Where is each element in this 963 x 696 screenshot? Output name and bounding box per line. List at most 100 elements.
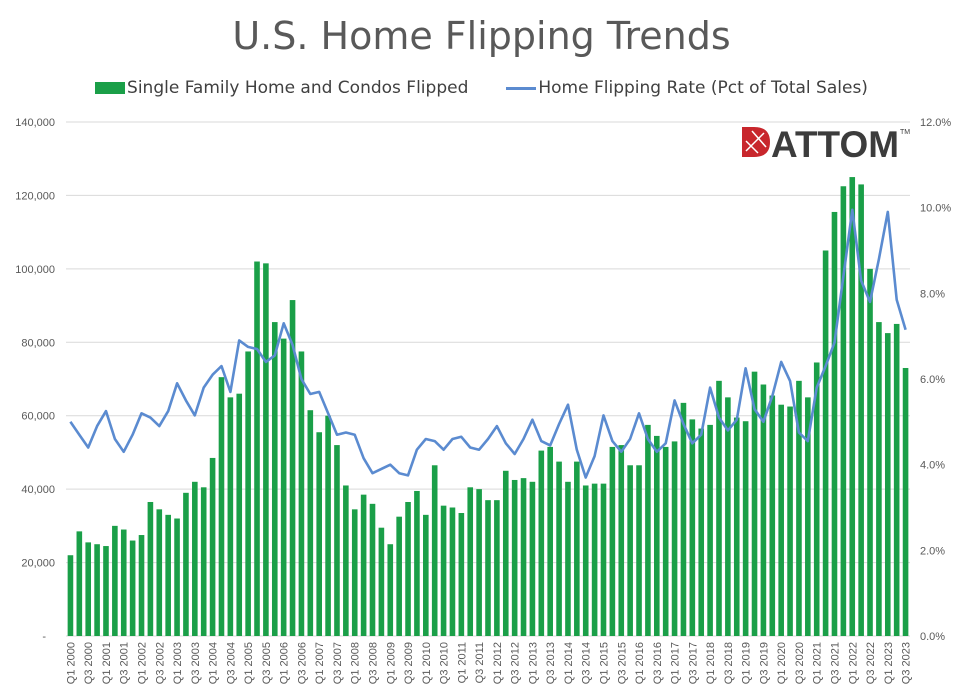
bar-flipped-count [458, 513, 465, 636]
x-tick-label: Q3 2022 [865, 642, 877, 684]
bar-flipped-count [591, 483, 598, 636]
bar-flipped-count [254, 261, 260, 636]
bar-flipped-count [796, 380, 802, 636]
bar-flipped-count [174, 518, 180, 636]
bar-flipped-count [280, 338, 287, 636]
x-tick-label: Q3 2007 [332, 642, 344, 684]
bar-flipped-count [316, 432, 322, 636]
x-tick-label: Q1 2021 [812, 642, 824, 684]
legend: Single Family Home and Condos Flipped Ho… [0, 78, 963, 98]
bar-flipped-count [680, 402, 687, 636]
bar-flipped-count [369, 503, 376, 636]
bar-flipped-count [742, 421, 749, 636]
bar-flipped-count [609, 446, 616, 636]
bar-flipped-count [547, 446, 553, 636]
bar-flipped-count [618, 445, 625, 636]
x-tick-label: Q3 2018 [723, 642, 735, 684]
x-tick-label: Q3 2023 [901, 642, 913, 684]
bar-flipped-count [440, 505, 447, 636]
legend-item-bars: Single Family Home and Condos Flipped [95, 78, 468, 98]
x-tick-label: Q1 2002 [137, 642, 149, 684]
bar-flipped-count [165, 514, 171, 636]
x-tick-label: Q3 2008 [368, 642, 380, 684]
attom-logo: ATTOM TM [742, 124, 910, 165]
x-tick-label: Q1 2003 [172, 642, 184, 684]
bar-flipped-count [289, 300, 296, 636]
bar-flipped-count [209, 457, 216, 636]
chart-title: U.S. Home Flipping Trends [232, 14, 731, 58]
bar-flipped-count [298, 351, 305, 636]
legend-item-line: Home Flipping Rate (Pct of Total Sales) [506, 78, 868, 98]
bar-flipped-count [636, 465, 642, 636]
bar-flipped-count [840, 186, 847, 636]
bar-flipped-count [85, 542, 92, 636]
x-tick-label: Q1 2017 [670, 642, 682, 684]
bar-flipped-count [271, 322, 278, 636]
bar-flipped-count [565, 481, 571, 636]
bar-flipped-count [822, 250, 829, 636]
x-tick-label: Q1 2004 [208, 642, 220, 684]
bar-flipped-count [192, 481, 198, 636]
bar-flipped-count [325, 415, 331, 636]
x-tick-label: Q1 2023 [883, 642, 895, 684]
svg-text:TM: TM [900, 129, 910, 136]
x-tick-label: Q3 2000 [83, 642, 95, 684]
bar-flipped-count [778, 404, 784, 636]
bar-flipped-count [849, 177, 856, 637]
bar-flipped-count [556, 461, 562, 636]
x-tick-label: Q1 2001 [101, 642, 113, 684]
bar-flipped-count [387, 544, 394, 636]
legend-label-bars: Single Family Home and Condos Flipped [127, 78, 469, 98]
bar-flipped-count [76, 531, 83, 636]
x-tick-label: Q3 2009 [403, 642, 415, 684]
bar-flipped-count [867, 268, 873, 636]
bar-flipped-count [858, 184, 864, 636]
y-right-tick-label: 6.0% [920, 374, 945, 386]
x-tick-label: Q1 2006 [279, 642, 291, 684]
logo-text: ATTOM [771, 124, 899, 165]
x-tick-label: Q1 2008 [350, 642, 362, 684]
y-left-tick-label: 120,000 [15, 190, 55, 202]
x-tick-label: Q3 2016 [652, 642, 664, 684]
bar-flipped-count [129, 540, 136, 636]
x-tick-label: Q3 2004 [225, 642, 237, 684]
bar-flipped-count [200, 487, 207, 636]
bar-flipped-count [405, 501, 411, 636]
x-tick-label: Q1 2020 [776, 642, 788, 684]
x-tick-label: Q1 2011 [456, 642, 468, 683]
bar-flipped-count [654, 435, 660, 636]
y-left-tick-label: 100,000 [15, 264, 55, 276]
legend-swatch-line [506, 86, 537, 90]
bar-flipped-count [574, 461, 580, 636]
bar-flipped-count [689, 419, 696, 636]
x-tick-label: Q3 2017 [687, 642, 699, 684]
x-tick-label: Q1 2018 [705, 642, 717, 684]
bar-flipped-count [751, 371, 758, 636]
y-right-tick-label: 8.0% [920, 288, 945, 300]
bar-flipped-count [760, 384, 767, 636]
x-tick-label: Q3 2002 [154, 642, 166, 684]
legend-swatch-bars [95, 82, 126, 94]
bar-flipped-count [893, 323, 900, 636]
x-tick-label: Q1 2000 [65, 642, 77, 684]
y-right-tick-label: 2.0% [920, 545, 945, 557]
x-tick-label: Q3 2012 [510, 642, 522, 684]
bar-flipped-count [183, 492, 189, 636]
bar-flipped-count [494, 500, 500, 636]
bar-flipped-count [769, 395, 776, 636]
y-right-tick-label: 10.0% [920, 203, 951, 215]
y-right-tick-label: 0.0% [920, 631, 945, 643]
bar-flipped-count [67, 555, 74, 636]
y-left-tick-label: - [42, 631, 46, 643]
bar-flipped-count [156, 509, 163, 636]
x-tick-label: Q3 2015 [616, 642, 628, 684]
bar-flipped-count [671, 441, 678, 636]
bar-flipped-count [431, 465, 438, 636]
x-tick-label: Q1 2013 [527, 642, 539, 684]
y-left-tick-label: 20,000 [21, 558, 55, 570]
bar-flipped-count [351, 509, 358, 636]
bar-flipped-count [343, 485, 349, 636]
x-tick-label: Q3 2021 [829, 642, 841, 684]
bar-flipped-count [112, 525, 118, 636]
